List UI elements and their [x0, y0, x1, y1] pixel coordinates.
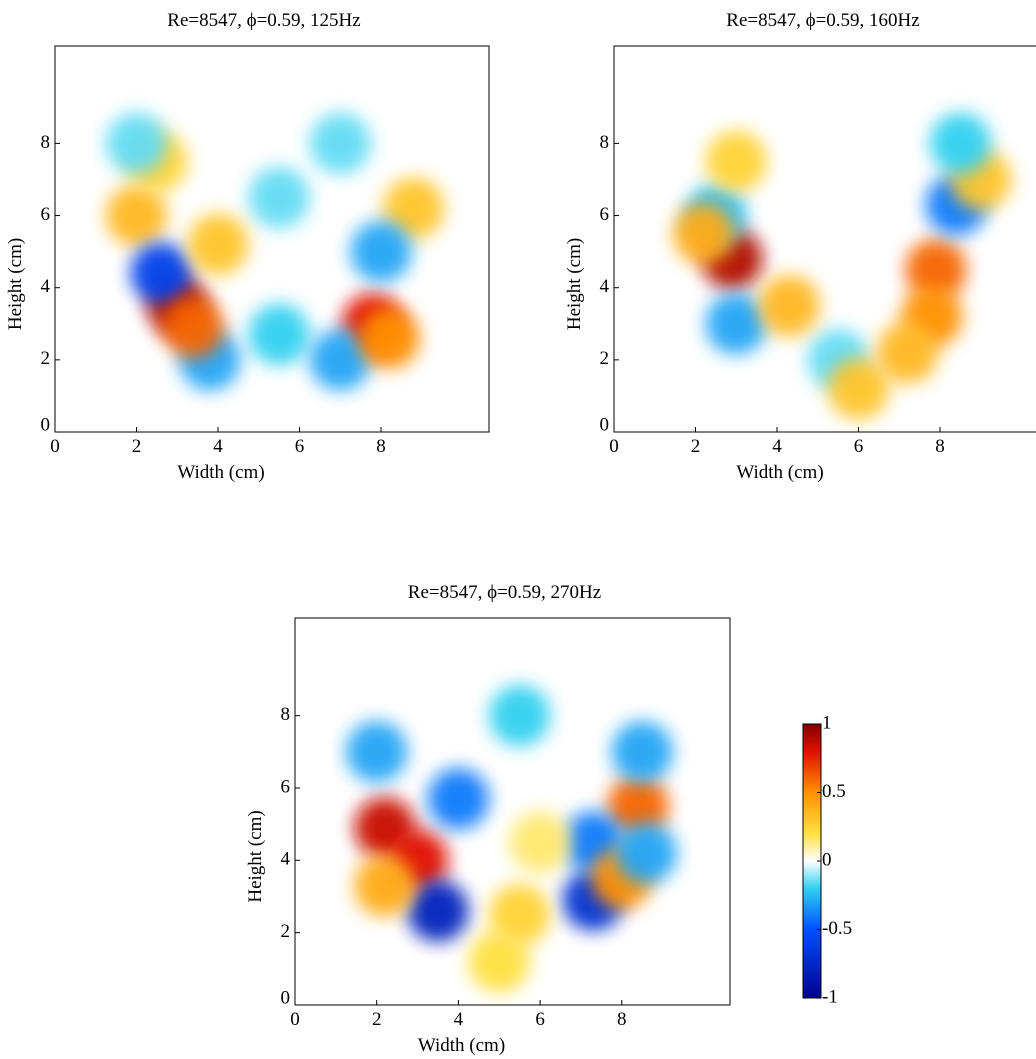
plot-frame	[613, 45, 1036, 433]
y-tick-label: 8	[41, 132, 51, 153]
y-axis-label: Height (cm)	[245, 810, 266, 902]
field-blob	[350, 220, 412, 283]
y-tick-label: 0	[281, 987, 291, 1008]
field-blob	[705, 130, 767, 193]
x-tick-label: 0	[290, 1009, 300, 1030]
field-blob	[162, 296, 225, 359]
y-tick-label: 2	[600, 348, 610, 369]
chart-title: Re=8547, ϕ=0.59, 270Hz	[408, 582, 601, 603]
x-tick-label: 6	[295, 436, 305, 457]
x-tick-label: 8	[935, 436, 945, 457]
field-blob	[509, 811, 571, 873]
y-axis-label: Height (cm)	[5, 238, 26, 330]
colorbar-tick-label: 0.5	[822, 781, 846, 802]
y-tick-label: 4	[41, 276, 51, 297]
x-axis-label: Width (cm)	[177, 462, 264, 483]
y-tick-label: 0	[600, 414, 610, 435]
y-tick-label: 4	[281, 849, 291, 870]
field-blob	[383, 177, 445, 239]
x-tick-label: 4	[454, 1009, 464, 1030]
field-blob	[407, 880, 469, 942]
field-blob	[354, 854, 416, 917]
y-axis-label: Height (cm)	[564, 238, 585, 330]
field-blob	[346, 721, 408, 783]
y-tick-label: 8	[281, 704, 291, 725]
field-blob	[105, 184, 168, 247]
y-tick-label: 0	[41, 414, 51, 435]
x-tick-label: 4	[772, 436, 782, 457]
field-blob	[130, 242, 192, 304]
chart-title: Re=8547, ϕ=0.59, 125Hz	[167, 10, 360, 31]
field-blob	[187, 213, 249, 276]
field-blob	[248, 166, 310, 229]
plot-frame	[54, 45, 490, 433]
field-blob	[358, 307, 420, 369]
chart-title: Re=8547, ϕ=0.59, 160Hz	[726, 10, 919, 31]
plot-frame	[294, 617, 731, 1006]
field-blob	[607, 775, 669, 837]
x-axis-label: Width (cm)	[418, 1035, 505, 1056]
field-blob	[705, 293, 767, 355]
field-blob	[758, 275, 820, 337]
x-tick-label: 2	[372, 1009, 382, 1030]
field	[673, 112, 1012, 420]
field-blob	[611, 721, 673, 783]
field-blob	[489, 883, 551, 946]
x-tick-label: 8	[376, 436, 386, 457]
x-tick-label: 8	[617, 1009, 627, 1030]
y-tick-label: 2	[41, 348, 51, 369]
x-tick-label: 2	[132, 436, 142, 457]
colorbar-tick-label: -1	[822, 986, 838, 1007]
field-blob	[615, 822, 677, 884]
y-tick-label: 6	[281, 776, 291, 797]
field-blob	[248, 303, 310, 366]
y-tick-label: 4	[600, 276, 610, 297]
field-blob	[105, 112, 168, 175]
colorbar-tick-label: 0	[822, 849, 832, 870]
field-blob	[489, 684, 551, 747]
y-tick-label: 6	[600, 204, 610, 225]
x-tick-label: 6	[535, 1009, 545, 1030]
field-blob	[929, 112, 991, 175]
field-blob	[309, 329, 371, 391]
field	[105, 112, 445, 391]
y-tick-label: 8	[600, 132, 610, 153]
x-tick-label: 0	[609, 436, 619, 457]
x-tick-label: 0	[50, 436, 60, 457]
x-axis-label: Width (cm)	[736, 462, 823, 483]
field-blob	[876, 321, 938, 384]
field-blob	[673, 202, 735, 265]
y-tick-label: 2	[281, 921, 291, 942]
x-tick-label: 6	[854, 436, 864, 457]
colorbar-tick-label: -0.5	[822, 918, 852, 939]
field-blob	[427, 768, 490, 830]
y-tick-label: 6	[41, 204, 51, 225]
x-tick-label: 4	[213, 436, 223, 457]
field	[346, 684, 677, 993]
x-tick-label: 2	[691, 436, 701, 457]
colorbar-tick-label: 1	[822, 712, 832, 733]
field-blob	[468, 930, 530, 993]
field-blob	[309, 112, 371, 175]
field-blob	[827, 358, 890, 420]
field-blob	[905, 239, 967, 301]
